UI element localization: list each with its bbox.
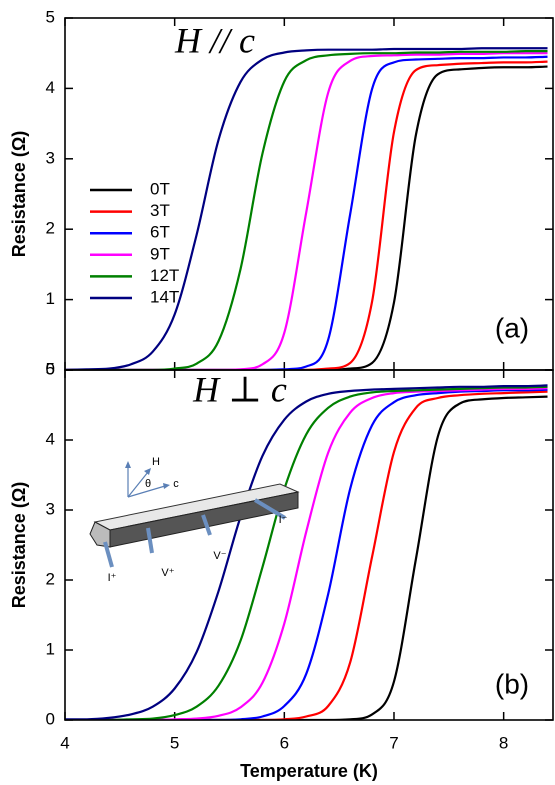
inset-label: H bbox=[152, 456, 160, 468]
series-line bbox=[65, 55, 548, 370]
series-line bbox=[65, 395, 548, 720]
y-tick-label: 1 bbox=[46, 289, 55, 308]
series-line bbox=[65, 52, 548, 370]
y-tick-label: 4 bbox=[46, 429, 55, 448]
plot-frame bbox=[64, 369, 554, 721]
c-arrow bbox=[127, 485, 166, 498]
x-tick-label: 7 bbox=[389, 733, 398, 752]
x-axis-label: Temperature (K) bbox=[240, 761, 378, 781]
y-tick-label: 0 bbox=[46, 709, 55, 728]
inset-label: θ bbox=[145, 478, 151, 490]
inset-label: V⁺ bbox=[161, 567, 174, 579]
series-line bbox=[65, 390, 548, 720]
y-tick-label: 0 bbox=[46, 359, 55, 378]
series-line bbox=[65, 387, 548, 720]
x-tick-label: 8 bbox=[499, 733, 508, 752]
c-arrowhead bbox=[163, 483, 170, 489]
x-tick-label: 6 bbox=[280, 733, 289, 752]
inset-diagram: Hθ c I⁺ V⁺ V⁻ I⁻ bbox=[89, 456, 300, 584]
legend-label: 6T bbox=[150, 223, 170, 242]
inset-label: V⁻ bbox=[213, 550, 226, 562]
y-tick-label: 5 bbox=[46, 7, 55, 26]
series-line bbox=[65, 49, 548, 370]
panel-label: (b) bbox=[495, 668, 529, 699]
panel-label: (a) bbox=[495, 312, 529, 343]
legend-label: 14T bbox=[150, 287, 179, 306]
lead bbox=[253, 498, 287, 520]
chart-title: H // c bbox=[174, 20, 255, 60]
series-line bbox=[65, 65, 548, 370]
panel: 0 1 2 3 4 5 4 5 6 7 8 H ⊥ c (b) Resistance (Ω) Tempera… bbox=[9, 359, 554, 781]
y-tick-label: 2 bbox=[46, 569, 55, 588]
lead bbox=[201, 514, 212, 536]
legend-label: 3T bbox=[150, 201, 170, 220]
y-tick-label: 4 bbox=[46, 78, 55, 97]
y-axis-label: Resistance (Ω) bbox=[9, 131, 29, 257]
legend-label: 9T bbox=[150, 244, 170, 263]
lead bbox=[103, 541, 114, 568]
y-tick-label: 5 bbox=[46, 359, 55, 378]
series-line bbox=[65, 385, 548, 720]
field-arrow bbox=[127, 471, 149, 498]
inset-label: I⁻ bbox=[279, 514, 288, 526]
h-arrowhead bbox=[125, 461, 131, 468]
inset-label: c bbox=[173, 478, 179, 490]
y-tick-label: 3 bbox=[46, 148, 55, 167]
x-tick-label: 4 bbox=[60, 733, 69, 752]
x-tick-label: 5 bbox=[170, 733, 179, 752]
series-line bbox=[65, 388, 548, 720]
chart-title: H ⊥ c bbox=[192, 369, 287, 409]
series-line bbox=[65, 47, 548, 370]
field-arrowhead bbox=[144, 468, 151, 475]
inset-label: I⁺ bbox=[108, 572, 117, 584]
series-line bbox=[65, 384, 548, 720]
y-axis-label: Resistance (Ω) bbox=[9, 482, 29, 608]
panel: 0 1 2 3 4 5 H // c (a) Resistance (Ω) 0T 3T 6T 9T 12T… bbox=[9, 7, 554, 378]
lead bbox=[146, 527, 154, 554]
y-tick-label: 1 bbox=[46, 639, 55, 658]
legend-label: 0T bbox=[150, 179, 170, 198]
prism-end bbox=[89, 521, 111, 548]
y-tick-label: 2 bbox=[46, 219, 55, 238]
legend-label: 12T bbox=[150, 266, 179, 285]
y-tick-label: 3 bbox=[46, 499, 55, 518]
